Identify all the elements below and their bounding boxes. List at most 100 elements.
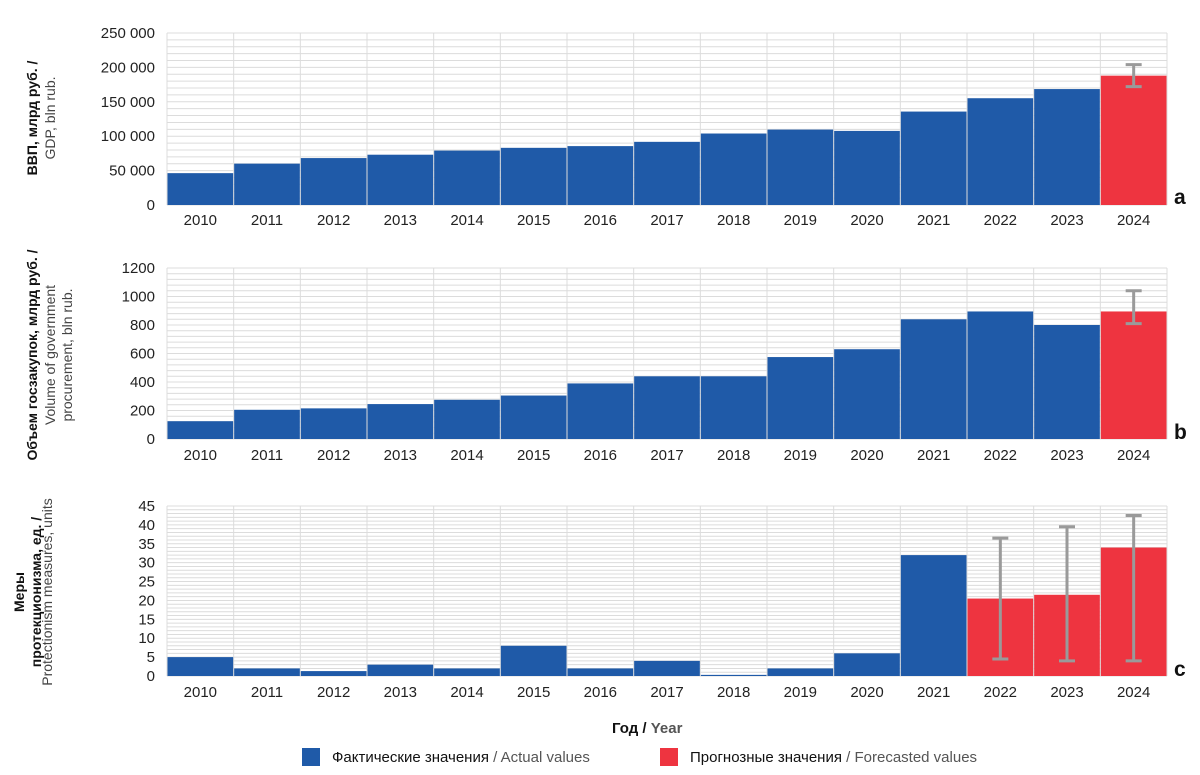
panel-letter-c: c <box>1174 658 1186 681</box>
x-tick-label-2016: 2016 <box>584 684 617 701</box>
x-tick-label-2024: 2024 <box>1117 447 1150 464</box>
legend-label-forecast-ru: Прогнозные значения <box>690 748 842 766</box>
y-axis-label-en-line: procurement, bln rub. <box>59 288 75 421</box>
y-tick-label: 200 000 <box>101 59 155 76</box>
y-axis-label-en: Protectionism measures, units <box>39 498 55 686</box>
y-axis-label-ru-line: протекционизма, ед. / <box>28 517 44 667</box>
panel-letter-a: a <box>1174 186 1186 209</box>
bar-2023 <box>1034 89 1100 205</box>
x-tick-label-2017: 2017 <box>650 684 683 701</box>
y-axis-label-en-line: Volume of government <box>42 285 58 425</box>
x-tick-label-2011: 2011 <box>251 212 283 229</box>
x-axis-title-en: Year <box>650 720 683 737</box>
chart-panel-a: 0 50 000 100 000 150 000 200 000 250 000 2010 2… <box>24 25 1186 229</box>
y-axis-label: Меры протекционизма, ед. /Protectionism m… <box>11 498 55 686</box>
x-tick-label-2021: 2021 <box>917 447 950 464</box>
x-tick-label-2011: 2011 <box>251 684 283 701</box>
y-axis-label-ru: Объем госзакупок, млрд руб. / <box>24 249 40 460</box>
y-tick-label: 40 <box>138 517 155 534</box>
legend-label-actual-ru: Фактические значения <box>332 748 489 766</box>
bar-2013 <box>367 404 434 439</box>
x-tick-label-2021: 2021 <box>917 684 950 701</box>
bar-2017 <box>634 660 700 676</box>
x-tick-label-2019: 2019 <box>784 447 817 464</box>
x-tick-label-2020: 2020 <box>850 447 883 464</box>
x-tick-label-2014: 2014 <box>450 447 483 464</box>
x-tick-label-2019: 2019 <box>784 212 817 229</box>
x-tick-label-2013: 2013 <box>384 684 417 701</box>
bar-2021 <box>900 555 967 676</box>
y-tick-label: 0 <box>147 668 155 685</box>
x-tick-label-2010: 2010 <box>184 684 217 701</box>
x-tick-label-2017: 2017 <box>650 212 683 229</box>
bar-2010 <box>167 657 234 676</box>
y-axis-label-en-line: GDP, bln rub. <box>42 76 58 159</box>
x-tick-label-2024: 2024 <box>1117 684 1150 701</box>
legend-item-forecast: Прогнозные значения / Forecasted values <box>660 748 977 766</box>
y-tick-label: 0 <box>147 431 155 448</box>
x-tick-label-2016: 2016 <box>584 212 617 229</box>
bar-2019 <box>767 668 834 676</box>
legend-swatch-forecast <box>660 748 678 766</box>
x-tick-label-2023: 2023 <box>1050 212 1083 229</box>
bar-2014 <box>434 668 500 676</box>
y-tick-label: 0 <box>147 197 155 214</box>
bar-2022 <box>967 311 1034 439</box>
y-tick-label: 400 <box>130 374 155 391</box>
x-tick-label-2012: 2012 <box>317 212 350 229</box>
y-tick-label: 1000 <box>122 289 155 306</box>
x-tick-label-2020: 2020 <box>850 212 883 229</box>
x-tick-label-2010: 2010 <box>184 212 217 229</box>
x-tick-label-2013: 2013 <box>384 447 417 464</box>
bar-2013 <box>367 664 434 676</box>
y-tick-label: 30 <box>138 555 155 572</box>
bar-2018 <box>700 376 767 439</box>
legend-swatch-actual <box>302 748 320 766</box>
bar-2024 <box>1100 75 1167 205</box>
x-tick-label-2023: 2023 <box>1050 684 1083 701</box>
y-axis-label-ru: ВВП, млрд руб. / <box>24 61 40 176</box>
x-tick-label-2015: 2015 <box>517 212 550 229</box>
bar-2015 <box>500 645 567 676</box>
error-bar-2024 <box>1125 63 1142 89</box>
bar-2010 <box>167 421 234 439</box>
bar-2023 <box>1034 325 1100 439</box>
x-tick-label-2024: 2024 <box>1117 212 1150 229</box>
bar-2015 <box>500 395 567 439</box>
bar-2017 <box>634 376 700 439</box>
x-tick-label-2018: 2018 <box>717 212 750 229</box>
bar-2021 <box>900 319 967 439</box>
y-axis-label: ВВП, млрд руб. / GDP, bln rub. <box>24 61 58 176</box>
y-tick-label: 1200 <box>122 260 155 277</box>
bar-2020 <box>834 130 900 205</box>
x-tick-label-2012: 2012 <box>317 447 350 464</box>
bar-2018 <box>700 133 767 205</box>
y-axis-label-ru-line: Меры <box>11 572 27 612</box>
x-tick-label-2015: 2015 <box>517 684 550 701</box>
error-bar-2023 <box>1059 525 1075 663</box>
bar-2014 <box>434 150 500 205</box>
bar-2014 <box>434 399 500 439</box>
y-tick-label: 10 <box>138 630 155 647</box>
bar-2020 <box>834 653 900 676</box>
error-bar-2024 <box>1125 513 1142 663</box>
bar-2024 <box>1100 311 1167 439</box>
y-tick-label: 600 <box>130 346 155 363</box>
bar-2022 <box>967 98 1034 205</box>
bar-2019 <box>767 129 834 205</box>
error-bar-2024 <box>1125 289 1142 326</box>
bar-2013 <box>367 154 434 205</box>
legend-label-actual-en: / Actual values <box>493 748 590 766</box>
bar-2012 <box>300 158 367 205</box>
y-tick-label: 50 000 <box>109 163 155 180</box>
x-tick-label-2018: 2018 <box>717 447 750 464</box>
bar-2015 <box>500 147 567 205</box>
x-tick-label-2010: 2010 <box>184 447 217 464</box>
legend: Фактические значения / Actual values Про… <box>0 748 1200 770</box>
y-tick-label: 15 <box>138 611 155 628</box>
error-bar-2022 <box>992 536 1009 661</box>
y-tick-label: 100 000 <box>101 128 155 145</box>
y-tick-label: 250 000 <box>101 25 155 42</box>
